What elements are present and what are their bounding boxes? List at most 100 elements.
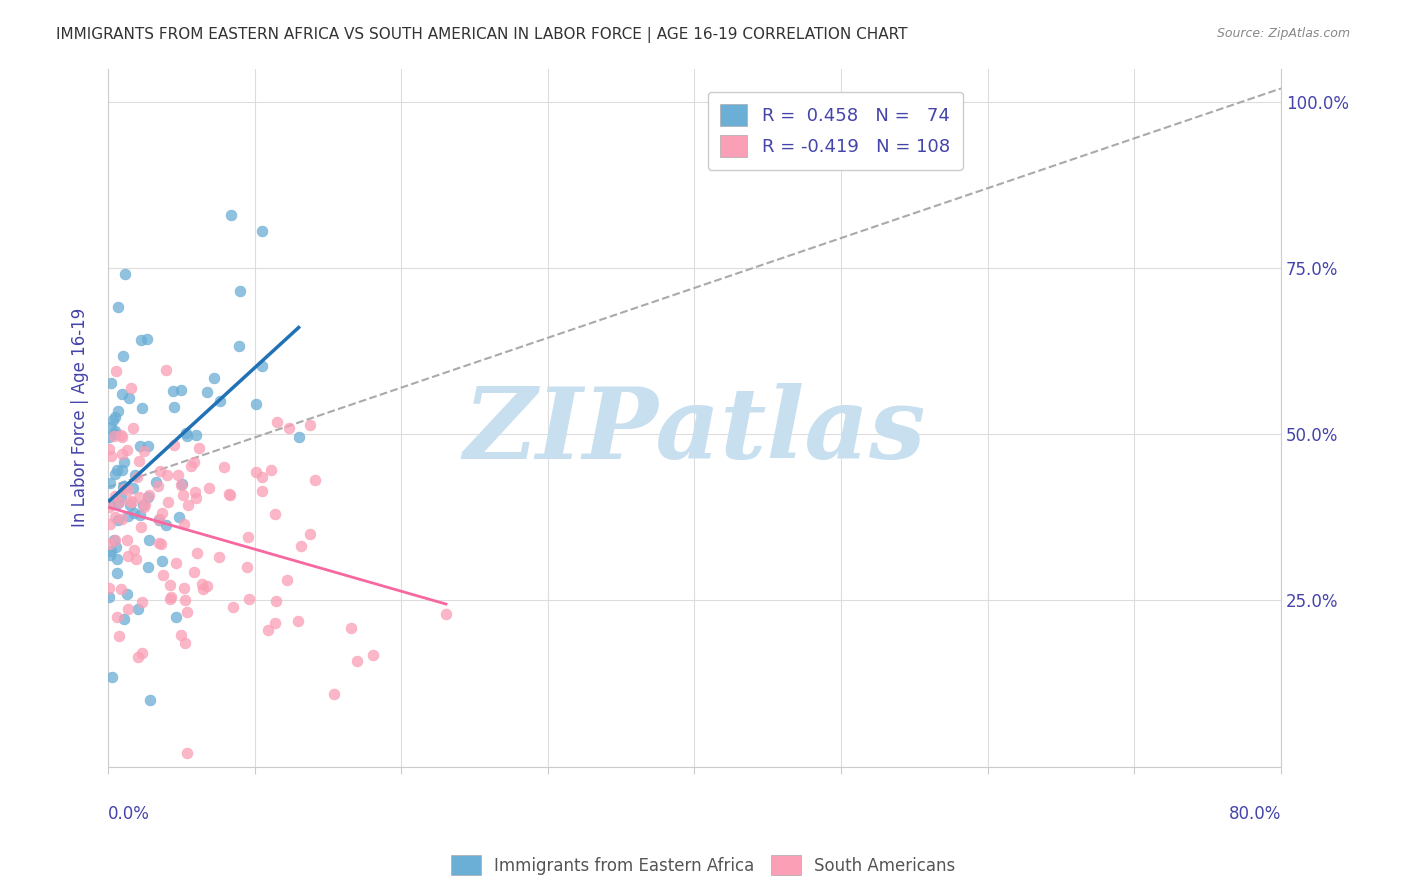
Point (104, 426, 127, 441)
Point (195, 579, 218, 593)
Point (250, 359, 273, 373)
Point (169, 383, 191, 397)
Point (228, 339, 250, 353)
Point (117, 549, 139, 564)
Point (191, 577, 214, 591)
Point (108, 629, 131, 643)
Point (195, 385, 218, 400)
Point (134, 497, 156, 511)
Point (322, 687, 344, 701)
Point (176, 428, 198, 442)
Point (209, 393, 232, 408)
Point (159, 592, 181, 607)
Point (145, 475, 167, 489)
Point (98, 548, 121, 562)
Point (218, 487, 240, 501)
Point (218, 488, 240, 502)
Point (169, 510, 191, 524)
Point (105, 462, 128, 476)
Text: Source: ZipAtlas.com: Source: ZipAtlas.com (1216, 27, 1350, 40)
Point (149, 536, 172, 550)
Point (221, 209, 243, 223)
Point (98, 500, 121, 515)
Point (98, 475, 121, 490)
Point (108, 495, 131, 509)
Point (98, 536, 121, 550)
Point (118, 494, 141, 508)
Point (138, 560, 160, 574)
Point (115, 442, 138, 457)
Point (136, 490, 159, 504)
Point (165, 609, 187, 624)
Point (173, 592, 195, 607)
Point (112, 612, 135, 626)
Point (174, 426, 197, 441)
Point (117, 587, 139, 601)
Point (184, 491, 207, 505)
Point (245, 465, 267, 479)
Point (212, 460, 235, 475)
Point (186, 546, 208, 560)
Point (136, 332, 159, 346)
Point (111, 387, 134, 401)
Point (111, 512, 134, 526)
Point (287, 430, 309, 444)
Point (125, 552, 148, 566)
Point (98, 590, 121, 604)
Point (104, 364, 127, 378)
Point (122, 421, 145, 435)
Point (229, 284, 252, 298)
Point (118, 499, 141, 513)
Point (173, 516, 195, 531)
Point (148, 513, 170, 527)
Point (167, 468, 190, 483)
Point (112, 455, 135, 469)
Point (172, 476, 194, 491)
Point (121, 495, 143, 509)
Point (156, 467, 179, 482)
Point (257, 623, 280, 637)
Y-axis label: In Labor Force | Age 16-19: In Labor Force | Age 16-19 (72, 308, 89, 527)
Point (107, 513, 129, 527)
Point (117, 509, 139, 524)
Point (125, 470, 148, 484)
Point (103, 533, 125, 547)
Point (105, 540, 128, 554)
Point (250, 470, 273, 484)
Point (105, 551, 128, 566)
Point (183, 565, 205, 579)
Point (100, 376, 122, 390)
Point (129, 520, 152, 534)
Point (98, 430, 121, 444)
Point (174, 636, 197, 650)
Point (263, 507, 285, 521)
Point (112, 350, 135, 364)
Legend: R =  0.458   N =   74, R = -0.419   N = 108: R = 0.458 N = 74, R = -0.419 N = 108 (707, 92, 963, 169)
Point (104, 409, 127, 424)
Point (110, 582, 132, 596)
Point (150, 553, 173, 567)
Point (131, 401, 153, 416)
Point (346, 654, 368, 668)
Point (250, 223, 273, 237)
Point (287, 614, 309, 628)
Point (98, 496, 121, 510)
Point (276, 574, 298, 588)
Point (104, 424, 127, 438)
Text: 0.0%: 0.0% (108, 805, 150, 823)
Point (132, 498, 155, 512)
Legend: Immigrants from Eastern Africa, South Americans: Immigrants from Eastern Africa, South Am… (443, 847, 963, 884)
Point (299, 418, 322, 433)
Point (101, 670, 124, 684)
Point (149, 464, 172, 478)
Point (266, 415, 288, 429)
Point (183, 455, 205, 469)
Point (128, 439, 150, 453)
Point (148, 512, 170, 526)
Point (107, 404, 129, 418)
Point (117, 391, 139, 405)
Point (172, 488, 194, 502)
Point (111, 447, 134, 461)
Point (361, 648, 384, 662)
Point (152, 568, 174, 582)
